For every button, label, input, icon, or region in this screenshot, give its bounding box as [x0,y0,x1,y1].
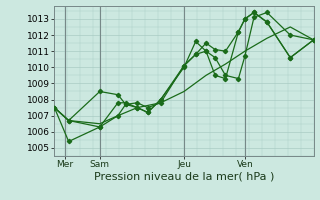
X-axis label: Pression niveau de la mer( hPa ): Pression niveau de la mer( hPa ) [94,172,274,182]
